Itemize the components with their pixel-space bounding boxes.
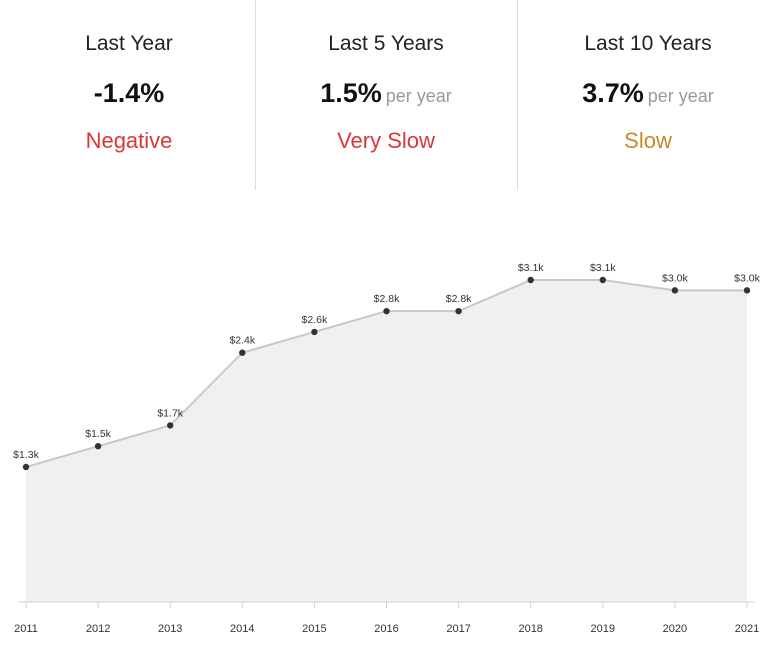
- data-point: [311, 328, 318, 336]
- x-tick-label: 2018: [518, 623, 542, 635]
- data-label: $3.0k: [662, 272, 688, 284]
- x-tick-label: 2011: [14, 623, 38, 635]
- data-label: $2.4k: [229, 335, 255, 347]
- data-label: $3.1k: [518, 262, 544, 274]
- data-point: [94, 442, 102, 450]
- data-label: $2.8k: [446, 293, 472, 305]
- stat-label: Last 5 Years: [328, 32, 444, 55]
- data-label: $2.6k: [302, 314, 328, 326]
- growth-area-chart: 2011 $1.3k 2012 $1.5k 2013 $1.7k 2014 $2.4k 2015…: [0, 190, 773, 645]
- data-point: [383, 307, 390, 315]
- stat-value: 1.5%: [320, 78, 382, 108]
- data-label: $1.3k: [13, 449, 39, 461]
- growth-stats-panel: Last Year -1.4% Negative Last 5 Years 1.…: [0, 0, 773, 190]
- stat-rating: Very Slow: [337, 128, 435, 153]
- data-label: $3.1k: [590, 262, 616, 274]
- x-tick-label: 2012: [86, 623, 110, 635]
- stat-value-row: -1.4%: [0, 78, 258, 109]
- data-point: [167, 422, 174, 429]
- stat-label: Last 10 Years: [584, 32, 712, 55]
- stat-value: 3.7%: [582, 78, 644, 108]
- data-point: [671, 287, 679, 294]
- stat-last-5-years: Last 5 Years 1.5% per year Very Slow: [257, 0, 515, 190]
- stat-last-10-years: Last 10 Years 3.7% per year Slow: [519, 0, 773, 190]
- data-point: [599, 276, 606, 284]
- x-tick-label: 2019: [591, 623, 615, 635]
- x-tick-label: 2017: [446, 623, 470, 635]
- stat-value-row: 1.5% per year: [257, 78, 515, 109]
- x-tick-label: 2021: [735, 623, 759, 635]
- stat-suffix: per year: [647, 86, 714, 106]
- x-tick-label: 2015: [302, 623, 326, 635]
- divider: [517, 0, 518, 190]
- stat-value-row: 3.7% per year: [519, 78, 773, 109]
- x-tick-label: 2016: [374, 623, 398, 635]
- x-tick-label: 2014: [230, 623, 254, 635]
- data-point: [527, 276, 534, 284]
- stat-label: Last Year: [85, 32, 173, 55]
- area-fill: [26, 280, 747, 602]
- x-tick-label: 2020: [663, 623, 687, 635]
- stat-last-year: Last Year -1.4% Negative: [0, 0, 258, 190]
- x-tick-label: 2013: [158, 623, 182, 635]
- stat-rating: Negative: [85, 128, 173, 153]
- data-label: $1.7k: [157, 407, 183, 419]
- chart-svg: 2011 $1.3k 2012 $1.5k 2013 $1.7k 2014 $2.4k 2015…: [13, 262, 760, 635]
- data-point: [239, 349, 246, 356]
- data-label: $3.0k: [734, 272, 760, 284]
- stat-rating: Slow: [624, 128, 672, 153]
- stat-suffix: per year: [385, 86, 452, 106]
- divider: [255, 0, 256, 190]
- data-label: $1.5k: [85, 428, 111, 440]
- data-point: [455, 307, 462, 315]
- data-point: [743, 287, 751, 294]
- stat-value: -1.4%: [93, 78, 165, 108]
- data-label: $2.8k: [374, 293, 400, 305]
- data-point: [22, 463, 30, 471]
